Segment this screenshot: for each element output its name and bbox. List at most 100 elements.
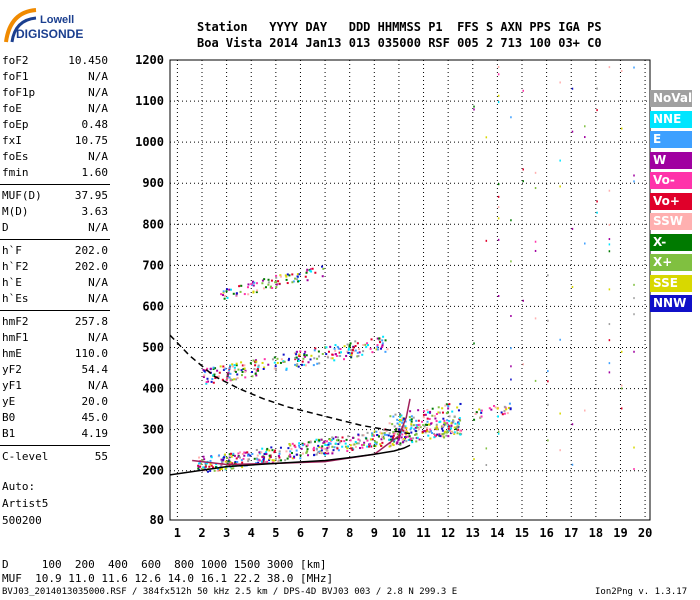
- echo-point: [356, 342, 359, 345]
- echo-point: [503, 412, 506, 415]
- echo-point: [235, 294, 238, 297]
- echo-point: [331, 357, 334, 360]
- echo-point: [306, 279, 309, 282]
- echo-point: [380, 347, 383, 350]
- echo-point: [232, 454, 235, 457]
- echo-point: [291, 442, 294, 445]
- echo-point: [559, 338, 561, 341]
- echo-point: [391, 436, 394, 439]
- echo-point: [273, 451, 276, 454]
- echo-point: [312, 448, 315, 451]
- echo-point: [571, 130, 574, 133]
- echo-point: [233, 370, 236, 373]
- echo-point: [244, 451, 247, 454]
- echo-point: [351, 436, 354, 439]
- echo-point: [309, 268, 312, 271]
- echo-point: [261, 279, 264, 282]
- series-line: [169, 334, 411, 435]
- echo-point: [315, 438, 318, 441]
- echo-point: [202, 376, 205, 379]
- echo-point: [210, 380, 213, 383]
- echo-point: [228, 376, 231, 379]
- echo-point: [317, 450, 320, 453]
- echo-point: [453, 426, 456, 429]
- echo-point: [423, 425, 426, 428]
- echo-point: [318, 362, 321, 365]
- x-tick-label: 6: [297, 526, 304, 540]
- echo-point: [493, 405, 496, 408]
- echo-point: [257, 461, 260, 464]
- echo-point: [441, 435, 444, 438]
- auto-program: Artist5: [2, 497, 49, 510]
- echo-point: [497, 73, 500, 76]
- echo-point: [357, 433, 360, 436]
- echo-point: [203, 466, 206, 469]
- param-separator: [0, 239, 110, 240]
- series-line: [169, 444, 411, 476]
- echo-point: [210, 464, 213, 467]
- echo-point: [288, 357, 291, 360]
- echo-point: [337, 439, 340, 442]
- echo-point: [252, 359, 255, 362]
- echo-point: [450, 427, 453, 430]
- echo-point: [262, 459, 265, 462]
- echo-point: [255, 282, 258, 285]
- echo-point: [325, 440, 328, 443]
- echo-point: [559, 185, 561, 188]
- legend-item: NNW: [650, 295, 692, 312]
- echo-point: [220, 293, 223, 296]
- echo-point: [327, 356, 330, 359]
- echo-point: [268, 459, 271, 462]
- echo-point: [214, 377, 217, 380]
- echo-point: [435, 425, 438, 428]
- echo-point: [388, 422, 391, 425]
- echo-point: [276, 361, 279, 364]
- echo-point: [261, 447, 264, 450]
- echo-point: [442, 423, 445, 426]
- echo-point: [222, 290, 225, 293]
- echo-point: [278, 450, 281, 453]
- echo-point: [410, 423, 413, 426]
- echo-point: [292, 280, 295, 283]
- echo-point: [388, 445, 391, 448]
- echo-point: [422, 424, 425, 427]
- echo-point: [347, 347, 350, 350]
- echo-point: [448, 420, 451, 423]
- echo-point: [293, 352, 296, 355]
- echo-point: [295, 353, 298, 356]
- echo-point: [425, 423, 428, 426]
- echo-point: [285, 368, 288, 371]
- echo-point: [254, 364, 257, 367]
- echo-point: [306, 268, 309, 271]
- echo-point: [274, 457, 277, 460]
- echo-point: [387, 434, 390, 437]
- echo-point: [439, 435, 442, 438]
- echo-point: [224, 367, 227, 370]
- echo-point: [368, 445, 371, 448]
- echo-point: [232, 467, 235, 470]
- echo-point: [212, 367, 215, 370]
- echo-point: [204, 465, 207, 468]
- y-tick-label: 500: [142, 341, 164, 355]
- echo-point: [275, 283, 278, 286]
- param-row: hmE 110.0: [2, 347, 108, 363]
- echo-point: [295, 350, 298, 353]
- param-name: foEp: [2, 118, 29, 131]
- echo-point: [633, 468, 635, 471]
- echo-point: [374, 441, 377, 444]
- echo-point: [210, 456, 213, 459]
- echo-point: [294, 358, 297, 361]
- echo-point: [497, 101, 500, 104]
- echo-point: [318, 355, 321, 358]
- y-tick-label: 300: [142, 423, 164, 437]
- echo-point: [239, 284, 242, 287]
- echo-point: [447, 407, 450, 410]
- echo-point: [361, 443, 364, 446]
- echo-point: [317, 444, 320, 447]
- echo-point: [410, 426, 413, 429]
- echo-point: [354, 440, 357, 443]
- echo-point: [417, 419, 420, 422]
- echo-point: [275, 369, 278, 372]
- echo-point: [268, 454, 271, 457]
- echo-point: [633, 446, 635, 449]
